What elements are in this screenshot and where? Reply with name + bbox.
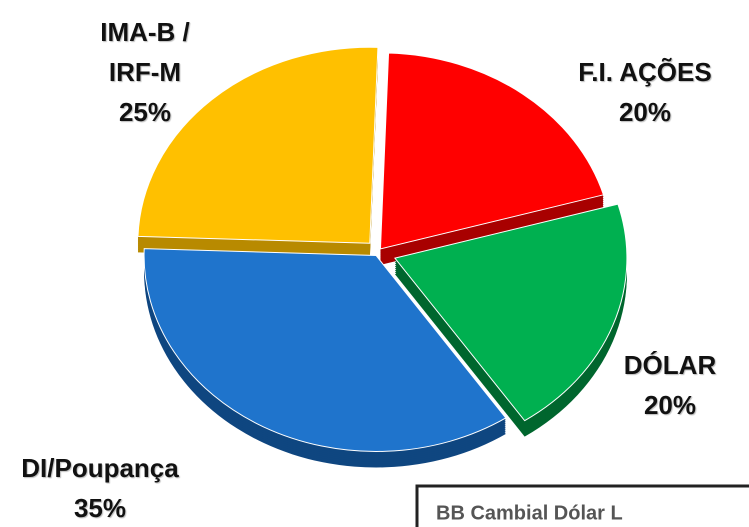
slice xyxy=(137,46,379,244)
slice-label: IMA-B / IRF-M 25% xyxy=(85,12,205,132)
slice-name: DÓLAR xyxy=(623,350,717,380)
slice xyxy=(379,52,605,250)
slice-value: 35% xyxy=(73,493,127,523)
slice-label: DI/Poupança 35% xyxy=(0,448,200,527)
slice xyxy=(394,203,628,422)
slice-name: IMA-B / IRF-M xyxy=(100,17,190,87)
slice-value: 20% xyxy=(643,390,697,420)
slice-name: DI/Poupança xyxy=(21,453,179,483)
caption-box xyxy=(415,484,749,527)
slice-value: 20% xyxy=(618,97,672,127)
caption-text: BB Cambial Dólar L xyxy=(436,502,623,524)
slice-label: F.I. AÇÕES 20% xyxy=(560,52,730,132)
slice-value: 25% xyxy=(118,97,172,127)
slice-name: F.I. AÇÕES xyxy=(578,57,712,87)
slice xyxy=(143,248,507,452)
slice-label: DÓLAR 20% xyxy=(600,345,740,425)
